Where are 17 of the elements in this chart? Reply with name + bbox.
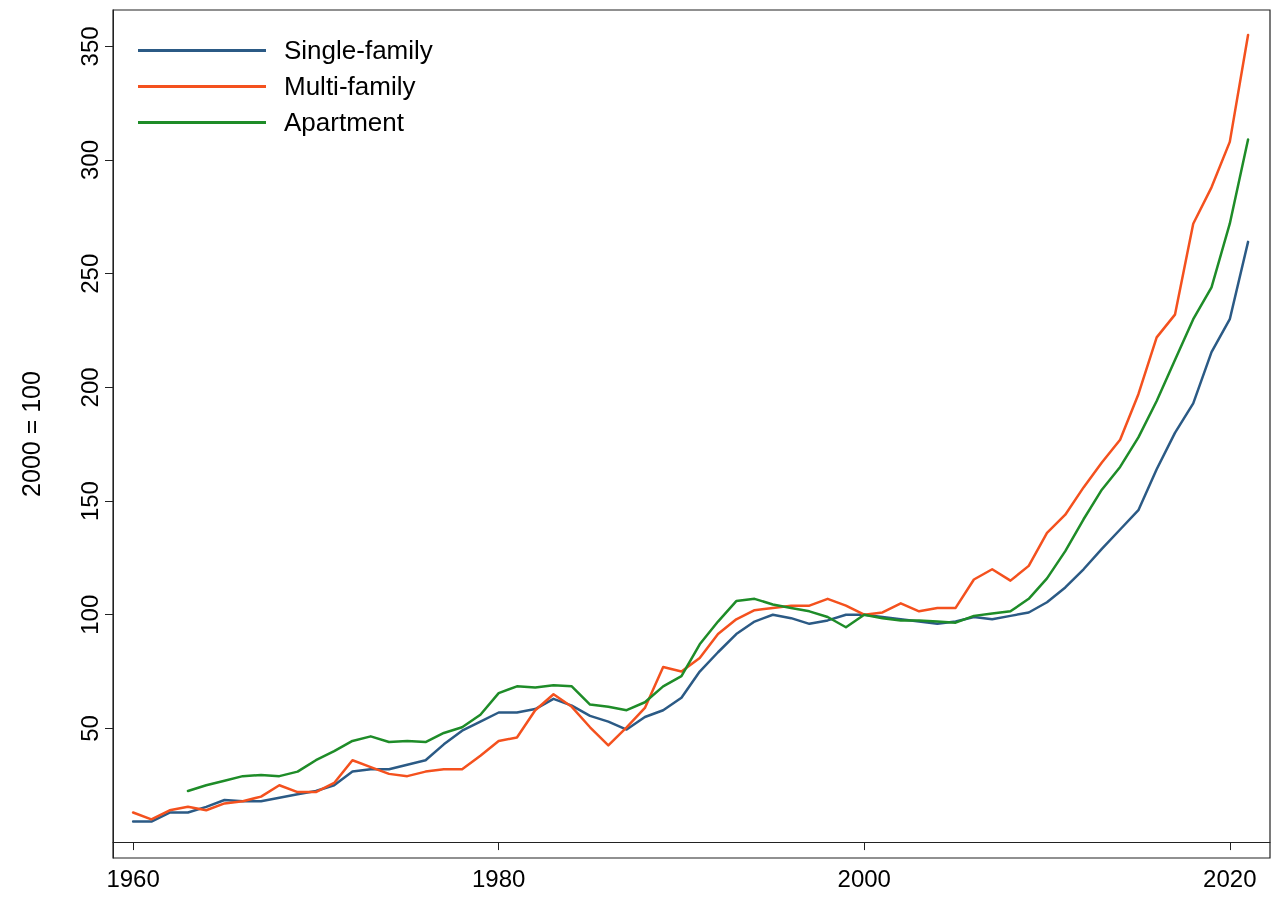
x-tick-label: 1980 — [471, 864, 526, 892]
legend-label: Apartment — [284, 106, 404, 138]
y-tick-label: 50 — [75, 715, 103, 742]
x-tick-label: 2000 — [837, 864, 891, 892]
x-tick-label: 1960 — [106, 864, 160, 892]
legend-label: Single-family — [284, 34, 433, 66]
y-tick-label: 250 — [75, 253, 103, 294]
y-tick-label: 350 — [75, 26, 103, 67]
legend-label: Multi-family — [284, 70, 416, 102]
y-tick-label: 150 — [75, 481, 103, 522]
y-axis-title: 2000 = 100 — [16, 371, 45, 497]
x-tick-label: 2020 — [1203, 864, 1257, 892]
line-series — [131, 33, 1250, 821]
y-tick-label: 100 — [75, 594, 103, 635]
y-tick-label: 300 — [75, 140, 103, 181]
y-tick-label: 200 — [75, 367, 103, 408]
line-series — [186, 138, 1250, 793]
